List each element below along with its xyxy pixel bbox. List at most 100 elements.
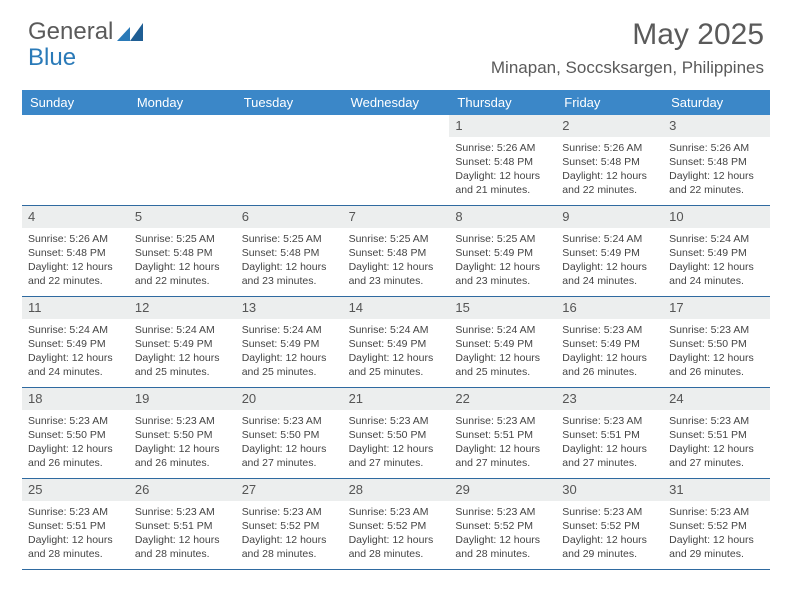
calendar-cell: 26Sunrise: 5:23 AMSunset: 5:51 PMDayligh… [129, 479, 236, 569]
sunset-text: Sunset: 5:48 PM [455, 155, 550, 169]
sunset-text: Sunset: 5:48 PM [669, 155, 764, 169]
cell-body: Sunrise: 5:26 AMSunset: 5:48 PMDaylight:… [449, 139, 556, 202]
daylight-text: Daylight: 12 hours and 22 minutes. [28, 260, 123, 288]
sunset-text: Sunset: 5:49 PM [562, 337, 657, 351]
sunrise-text: Sunrise: 5:24 AM [562, 232, 657, 246]
sunrise-text: Sunrise: 5:23 AM [242, 414, 337, 428]
calendar-cell: 9Sunrise: 5:24 AMSunset: 5:49 PMDaylight… [556, 206, 663, 296]
calendar: Sunday Monday Tuesday Wednesday Thursday… [22, 90, 770, 570]
sunrise-text: Sunrise: 5:23 AM [562, 505, 657, 519]
daylight-text: Daylight: 12 hours and 23 minutes. [455, 260, 550, 288]
cell-body: Sunrise: 5:23 AMSunset: 5:51 PMDaylight:… [129, 503, 236, 566]
cell-body: Sunrise: 5:23 AMSunset: 5:52 PMDaylight:… [449, 503, 556, 566]
day-header-sun: Sunday [22, 90, 129, 115]
sunset-text: Sunset: 5:52 PM [562, 519, 657, 533]
sunset-text: Sunset: 5:49 PM [455, 337, 550, 351]
daylight-text: Daylight: 12 hours and 22 minutes. [135, 260, 230, 288]
daylight-text: Daylight: 12 hours and 29 minutes. [669, 533, 764, 561]
day-header-tue: Tuesday [236, 90, 343, 115]
sunset-text: Sunset: 5:52 PM [455, 519, 550, 533]
sunrise-text: Sunrise: 5:23 AM [135, 505, 230, 519]
calendar-cell: 13Sunrise: 5:24 AMSunset: 5:49 PMDayligh… [236, 297, 343, 387]
daylight-text: Daylight: 12 hours and 27 minutes. [349, 442, 444, 470]
sunrise-text: Sunrise: 5:23 AM [242, 505, 337, 519]
cell-body: Sunrise: 5:23 AMSunset: 5:51 PMDaylight:… [556, 412, 663, 475]
brand-logo: General [28, 18, 143, 46]
daylight-text: Daylight: 12 hours and 25 minutes. [135, 351, 230, 379]
calendar-cell: 3Sunrise: 5:26 AMSunset: 5:48 PMDaylight… [663, 115, 770, 205]
day-header-row: Sunday Monday Tuesday Wednesday Thursday… [22, 90, 770, 115]
day-number: 6 [236, 206, 343, 228]
sunrise-text: Sunrise: 5:24 AM [669, 232, 764, 246]
sunset-text: Sunset: 5:50 PM [135, 428, 230, 442]
cell-body: Sunrise: 5:25 AMSunset: 5:48 PMDaylight:… [343, 230, 450, 293]
day-number: 18 [22, 388, 129, 410]
daylight-text: Daylight: 12 hours and 25 minutes. [349, 351, 444, 379]
calendar-week: 4Sunrise: 5:26 AMSunset: 5:48 PMDaylight… [22, 206, 770, 297]
sunset-text: Sunset: 5:48 PM [28, 246, 123, 260]
calendar-week: 18Sunrise: 5:23 AMSunset: 5:50 PMDayligh… [22, 388, 770, 479]
sunset-text: Sunset: 5:49 PM [28, 337, 123, 351]
calendar-cell: 14Sunrise: 5:24 AMSunset: 5:49 PMDayligh… [343, 297, 450, 387]
cell-body: Sunrise: 5:23 AMSunset: 5:50 PMDaylight:… [343, 412, 450, 475]
day-number: 3 [663, 115, 770, 137]
cell-body: Sunrise: 5:25 AMSunset: 5:49 PMDaylight:… [449, 230, 556, 293]
day-number: 19 [129, 388, 236, 410]
location-text: Minapan, Soccsksargen, Philippines [491, 58, 764, 78]
calendar-cell: 27Sunrise: 5:23 AMSunset: 5:52 PMDayligh… [236, 479, 343, 569]
sunset-text: Sunset: 5:51 PM [669, 428, 764, 442]
calendar-cell: 5Sunrise: 5:25 AMSunset: 5:48 PMDaylight… [129, 206, 236, 296]
sunset-text: Sunset: 5:51 PM [562, 428, 657, 442]
cell-body: Sunrise: 5:23 AMSunset: 5:52 PMDaylight:… [556, 503, 663, 566]
day-number: 17 [663, 297, 770, 319]
sunrise-text: Sunrise: 5:25 AM [455, 232, 550, 246]
sunset-text: Sunset: 5:48 PM [242, 246, 337, 260]
calendar-cell: 10Sunrise: 5:24 AMSunset: 5:49 PMDayligh… [663, 206, 770, 296]
brand-part1: General [28, 18, 113, 46]
calendar-cell: 24Sunrise: 5:23 AMSunset: 5:51 PMDayligh… [663, 388, 770, 478]
title-block: May 2025 Minapan, Soccsksargen, Philippi… [491, 18, 764, 78]
sunrise-text: Sunrise: 5:23 AM [669, 323, 764, 337]
day-number: 16 [556, 297, 663, 319]
daylight-text: Daylight: 12 hours and 27 minutes. [455, 442, 550, 470]
sunset-text: Sunset: 5:50 PM [669, 337, 764, 351]
cell-body: Sunrise: 5:23 AMSunset: 5:51 PMDaylight:… [449, 412, 556, 475]
cell-body: Sunrise: 5:23 AMSunset: 5:51 PMDaylight:… [663, 412, 770, 475]
daylight-text: Daylight: 12 hours and 27 minutes. [669, 442, 764, 470]
calendar-cell: 17Sunrise: 5:23 AMSunset: 5:50 PMDayligh… [663, 297, 770, 387]
sunrise-text: Sunrise: 5:24 AM [242, 323, 337, 337]
sunset-text: Sunset: 5:50 PM [349, 428, 444, 442]
daylight-text: Daylight: 12 hours and 23 minutes. [242, 260, 337, 288]
sunrise-text: Sunrise: 5:23 AM [562, 414, 657, 428]
calendar-week: 11Sunrise: 5:24 AMSunset: 5:49 PMDayligh… [22, 297, 770, 388]
cell-body: Sunrise: 5:24 AMSunset: 5:49 PMDaylight:… [663, 230, 770, 293]
cell-body: Sunrise: 5:23 AMSunset: 5:52 PMDaylight:… [663, 503, 770, 566]
day-number: 11 [22, 297, 129, 319]
sunset-text: Sunset: 5:49 PM [135, 337, 230, 351]
calendar-cell: 20Sunrise: 5:23 AMSunset: 5:50 PMDayligh… [236, 388, 343, 478]
cell-body: Sunrise: 5:23 AMSunset: 5:52 PMDaylight:… [236, 503, 343, 566]
day-number: 5 [129, 206, 236, 228]
sunrise-text: Sunrise: 5:24 AM [455, 323, 550, 337]
day-header-mon: Monday [129, 90, 236, 115]
cell-body: Sunrise: 5:24 AMSunset: 5:49 PMDaylight:… [449, 321, 556, 384]
daylight-text: Daylight: 12 hours and 26 minutes. [562, 351, 657, 379]
sunset-text: Sunset: 5:49 PM [242, 337, 337, 351]
calendar-cell [22, 115, 129, 205]
day-number: 2 [556, 115, 663, 137]
day-number: 22 [449, 388, 556, 410]
day-header-thu: Thursday [449, 90, 556, 115]
sunset-text: Sunset: 5:48 PM [562, 155, 657, 169]
cell-body: Sunrise: 5:24 AMSunset: 5:49 PMDaylight:… [556, 230, 663, 293]
cell-body: Sunrise: 5:24 AMSunset: 5:49 PMDaylight:… [22, 321, 129, 384]
daylight-text: Daylight: 12 hours and 27 minutes. [562, 442, 657, 470]
day-header-wed: Wednesday [343, 90, 450, 115]
daylight-text: Daylight: 12 hours and 26 minutes. [135, 442, 230, 470]
daylight-text: Daylight: 12 hours and 28 minutes. [455, 533, 550, 561]
calendar-cell: 8Sunrise: 5:25 AMSunset: 5:49 PMDaylight… [449, 206, 556, 296]
daylight-text: Daylight: 12 hours and 22 minutes. [669, 169, 764, 197]
sunset-text: Sunset: 5:48 PM [135, 246, 230, 260]
day-number: 10 [663, 206, 770, 228]
calendar-cell [343, 115, 450, 205]
day-number: 9 [556, 206, 663, 228]
